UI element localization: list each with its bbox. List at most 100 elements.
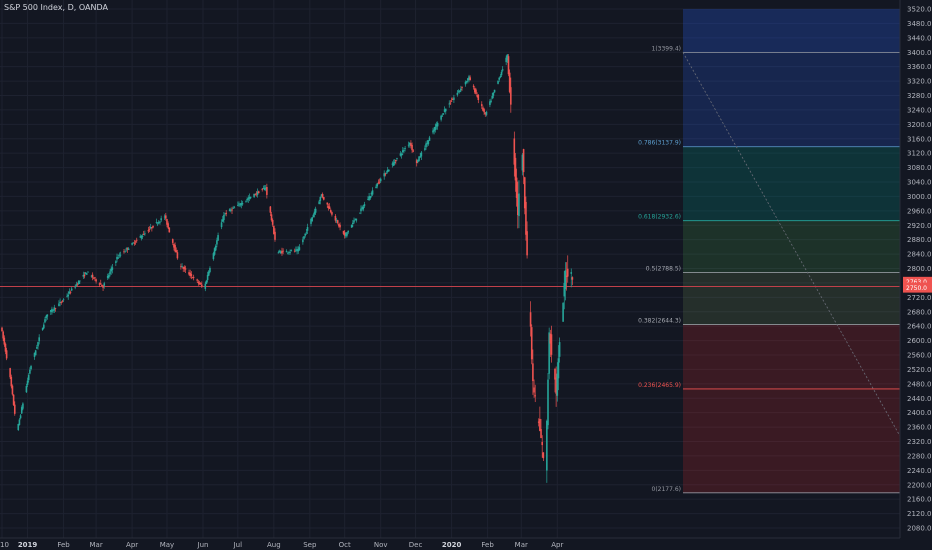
candle-body bbox=[311, 217, 313, 221]
candle-body bbox=[223, 215, 225, 220]
candle-body bbox=[262, 188, 265, 190]
candle-body bbox=[339, 224, 341, 228]
candle-body bbox=[353, 220, 355, 223]
candle-body bbox=[297, 249, 300, 252]
fib-level-label: 0.786(3137.9) bbox=[638, 140, 681, 147]
candle-body bbox=[168, 227, 171, 233]
candle-body bbox=[245, 200, 247, 202]
candle-body bbox=[10, 376, 13, 387]
candle-body bbox=[5, 350, 8, 359]
candle-body bbox=[411, 144, 413, 151]
candle-body bbox=[94, 277, 96, 279]
candle-body bbox=[443, 109, 446, 112]
candle-body bbox=[253, 193, 255, 198]
candle-body bbox=[516, 194, 519, 216]
candle-body bbox=[209, 267, 211, 272]
candle-body bbox=[556, 373, 559, 396]
candle-body bbox=[448, 103, 451, 105]
candle-body bbox=[400, 153, 403, 156]
candle-body bbox=[310, 218, 312, 224]
candle-body bbox=[399, 153, 402, 156]
candle-body bbox=[256, 191, 259, 195]
candle-body bbox=[43, 324, 45, 329]
fib-zone bbox=[683, 52, 900, 147]
candle-body bbox=[27, 374, 30, 381]
candle-body bbox=[278, 251, 281, 253]
candle-body bbox=[474, 88, 476, 93]
candle-body bbox=[217, 235, 219, 241]
candle-body bbox=[49, 309, 52, 312]
candle-body bbox=[335, 220, 338, 222]
candle-body bbox=[450, 100, 453, 102]
candle-body bbox=[415, 160, 418, 164]
candle-body bbox=[343, 232, 346, 236]
y-tick-label: 2520.0 bbox=[907, 366, 932, 374]
y-tick-label: 3320.0 bbox=[907, 78, 932, 86]
candle-body bbox=[126, 248, 129, 250]
candle-body bbox=[498, 77, 501, 80]
candle-body bbox=[70, 288, 73, 291]
candle-body bbox=[419, 156, 422, 158]
candle-body bbox=[36, 347, 38, 349]
candle-body bbox=[425, 143, 427, 148]
candle-body bbox=[246, 199, 248, 201]
candle-body bbox=[533, 387, 535, 393]
candle-body bbox=[518, 193, 520, 217]
candle-body bbox=[255, 193, 258, 195]
candle-body bbox=[119, 254, 122, 256]
candle-body bbox=[464, 81, 467, 85]
candle-body bbox=[108, 274, 110, 278]
y-tick-label: 2680.0 bbox=[907, 308, 932, 316]
y-tick-label: 3440.0 bbox=[907, 34, 932, 42]
candle-body bbox=[526, 231, 528, 256]
candle-body bbox=[148, 229, 151, 230]
candle-body bbox=[269, 206, 272, 213]
candle-body bbox=[522, 149, 525, 173]
candle-body bbox=[280, 251, 282, 254]
candle-body bbox=[45, 316, 47, 319]
candle-body bbox=[328, 206, 331, 209]
candle-body bbox=[326, 202, 329, 205]
candle-body bbox=[33, 352, 36, 357]
candle-body bbox=[151, 227, 153, 229]
candle-body bbox=[555, 377, 557, 394]
candle-body bbox=[17, 423, 20, 430]
candle-body bbox=[144, 233, 146, 235]
candle-body bbox=[274, 231, 276, 240]
candle-body bbox=[109, 271, 111, 275]
candle-body bbox=[482, 107, 484, 111]
candle-body bbox=[304, 233, 307, 236]
y-axis[interactable]: 2080.0 2120.0 2160.0 2200.0 2240.0 2280.0 2320… bbox=[907, 6, 932, 533]
x-tick-label: Jul bbox=[233, 541, 243, 549]
fibonacci-retracement[interactable]: 1(3399.4) 0.786(3137.9) 0.618(2932.6) 0.5(2… bbox=[638, 9, 900, 494]
candle-body bbox=[368, 196, 370, 201]
fib-trend-line bbox=[682, 52, 901, 437]
candle-body bbox=[492, 92, 495, 96]
candle-body bbox=[298, 247, 301, 251]
candle-body bbox=[140, 235, 143, 239]
x-tick-label: Feb bbox=[481, 541, 494, 549]
candle-body bbox=[83, 274, 86, 277]
y-tick-label: 3160.0 bbox=[907, 135, 932, 143]
candle-body bbox=[370, 192, 373, 195]
candle-body bbox=[475, 89, 477, 94]
candle-body bbox=[321, 194, 324, 198]
x-axis[interactable]: 10 2019 Feb Mar Apr May Jun Jul Aug Sep Oct Nov Dec 2… bbox=[0, 541, 563, 549]
candle-body bbox=[412, 150, 415, 152]
candle-body bbox=[156, 223, 159, 225]
candle-body bbox=[318, 201, 320, 205]
candle-body bbox=[295, 249, 297, 251]
candle-body bbox=[237, 204, 239, 206]
y-tick-label: 2440.0 bbox=[907, 395, 932, 403]
candle-body bbox=[417, 159, 419, 162]
candle-body bbox=[306, 227, 309, 231]
candle-body bbox=[346, 232, 348, 236]
candle-body bbox=[152, 225, 154, 228]
candle-body bbox=[60, 302, 63, 303]
candle-body bbox=[513, 138, 516, 165]
candle-body bbox=[290, 249, 293, 251]
candle-body bbox=[342, 230, 345, 234]
candle-body bbox=[529, 312, 532, 327]
